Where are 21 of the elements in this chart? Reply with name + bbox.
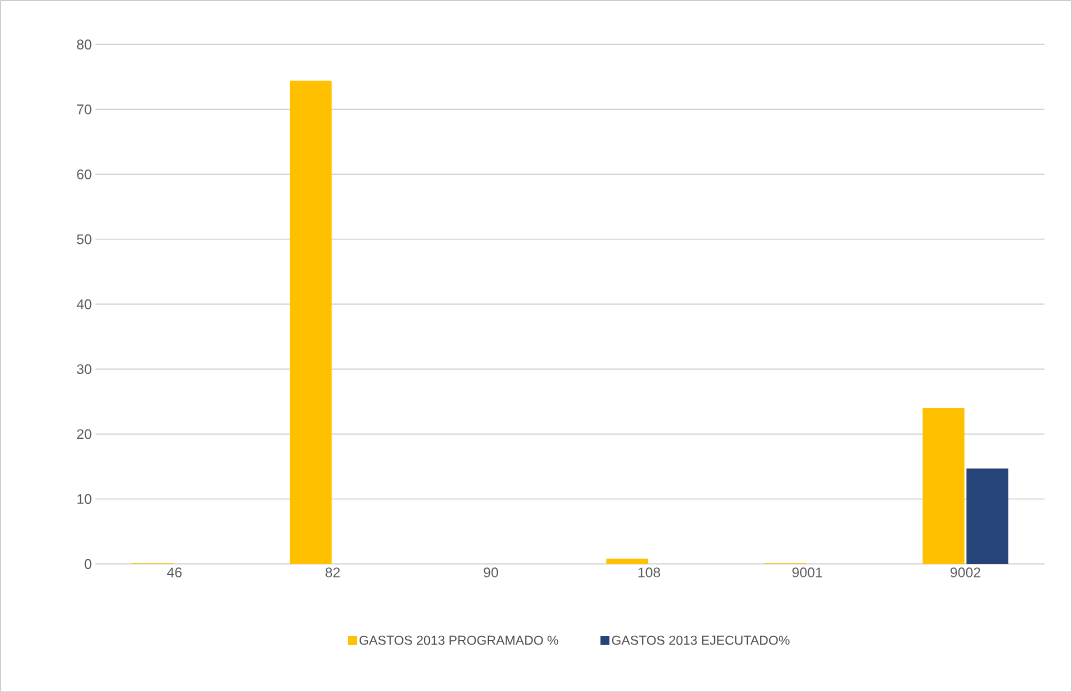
x-tick-label: 82 <box>325 567 340 578</box>
y-tick-label: 40 <box>76 299 92 309</box>
x-tick-label: 9001 <box>792 567 823 578</box>
y-tick-label: 10 <box>77 493 92 504</box>
bar <box>289 80 332 564</box>
y-tick-label: 50 <box>76 234 92 245</box>
legend-label: GASTOS 2013 EJECUTADO% <box>612 635 790 645</box>
y-tick-label: 80 <box>77 39 92 50</box>
bar <box>922 407 965 564</box>
bar <box>966 468 1009 564</box>
x-tick-label: 9002 <box>950 567 981 578</box>
y-tick-label: 20 <box>77 428 92 439</box>
y-tick-label: 70 <box>77 104 92 115</box>
x-tick-label: 46 <box>167 567 182 578</box>
y-tick-label: 60 <box>77 169 92 180</box>
x-tick-label: 90 <box>483 567 499 578</box>
y-tick-label: 0 <box>84 558 92 569</box>
legend-label: GASTOS 2013 PROGRAMADO % <box>359 635 559 645</box>
x-tick-label: 108 <box>638 567 661 578</box>
bar <box>606 558 649 564</box>
y-tick-label: 30 <box>76 364 92 374</box>
